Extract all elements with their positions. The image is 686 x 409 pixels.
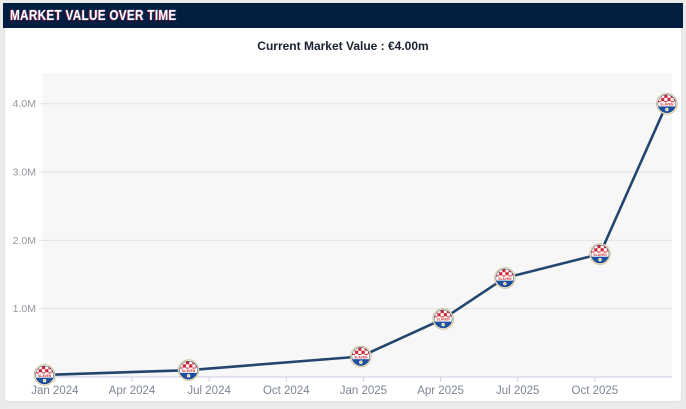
x-tick-label: Jul 2024 bbox=[187, 385, 231, 397]
x-tick-label: Oct 2025 bbox=[572, 385, 619, 397]
y-tick-label: 1.0M bbox=[13, 303, 36, 315]
data-point-crest-oct-2025[interactable] bbox=[590, 244, 611, 265]
gridlines bbox=[39, 103, 672, 310]
data-point-crest-jun-2025[interactable] bbox=[494, 268, 515, 289]
plot-area bbox=[42, 73, 672, 377]
x-tick-label: Jan 2025 bbox=[340, 385, 387, 397]
y-tick-label: 4.0M bbox=[13, 98, 36, 110]
data-point-crest-dec-2025[interactable] bbox=[656, 93, 677, 114]
y-axis-labels: 1.0M 2.0M 3.0M 4.0M bbox=[13, 98, 36, 315]
current-market-value-label: Current Market Value : €4.00m bbox=[257, 39, 429, 53]
plot-background bbox=[42, 73, 672, 377]
section-header: MARKET VALUE OVER TIME bbox=[3, 3, 683, 28]
x-tick-label: Jan 2024 bbox=[31, 385, 79, 397]
x-tick-label: Jul 2025 bbox=[496, 385, 539, 397]
x-tick-label: Apr 2025 bbox=[417, 385, 464, 397]
y-tick-label: 2.0M bbox=[13, 235, 36, 247]
y-tick-label: 3.0M bbox=[13, 167, 36, 179]
data-point-crest-jan-2024[interactable] bbox=[34, 365, 55, 386]
data-point-crest-apr-2025[interactable] bbox=[433, 309, 454, 330]
data-point-crest-dec-2024[interactable] bbox=[350, 346, 371, 367]
x-axis: Jan 2024 Apr 2024 Jul 2024 Oct 2024 Jan 2025… bbox=[31, 376, 672, 397]
section-title: MARKET VALUE OVER TIME bbox=[10, 7, 177, 24]
x-tick-label: Apr 2024 bbox=[109, 385, 156, 397]
data-point-crest-jun-2024[interactable] bbox=[178, 360, 199, 381]
x-tick-label: Oct 2024 bbox=[263, 385, 310, 397]
